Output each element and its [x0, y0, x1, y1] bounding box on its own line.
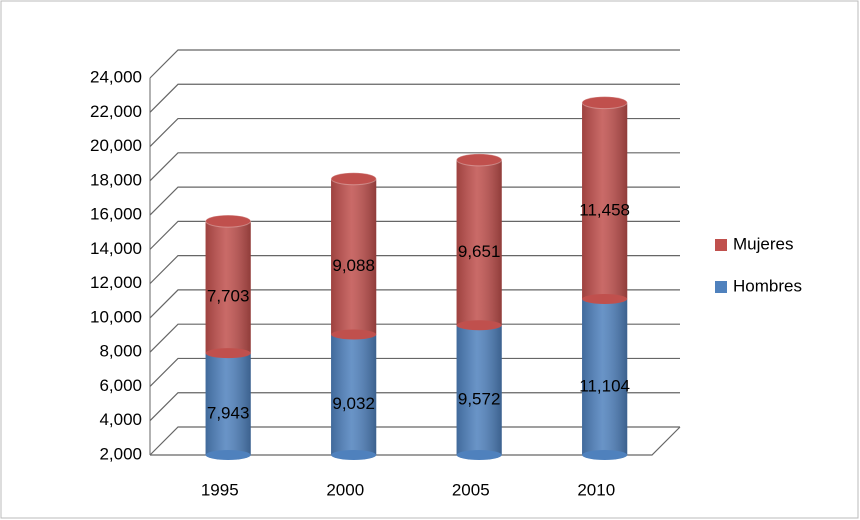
y-tick-label: 22,000	[90, 102, 142, 121]
bar-bottom-edge	[456, 320, 502, 331]
y-tick-label: 18,000	[90, 170, 142, 189]
y-tick-label: 14,000	[90, 239, 142, 258]
grid-line	[149, 220, 680, 250]
bar-bottom-edge	[331, 450, 377, 460]
grid-line	[149, 83, 680, 113]
bar-shade	[331, 334, 377, 455]
bar-shade	[582, 298, 628, 455]
y-tick-label: 20,000	[90, 136, 142, 155]
legend-label: Mujeres	[733, 234, 793, 253]
value-label: 9,651	[458, 242, 501, 261]
bar-cap	[581, 96, 628, 110]
bar-shade	[205, 353, 251, 455]
y-tick-label: 12,000	[90, 273, 142, 292]
grid-line	[149, 392, 680, 422]
y-tick-label: 16,000	[90, 205, 142, 224]
y-tick-label: 4,000	[99, 410, 142, 429]
grid-line	[149, 357, 680, 387]
y-tick-label: 24,000	[90, 67, 142, 86]
value-label: 11,104	[579, 376, 630, 395]
grid-line	[149, 323, 680, 353]
x-tick-label: 2000	[326, 480, 364, 499]
bar-cap	[456, 153, 503, 167]
value-label: 7,943	[207, 404, 250, 423]
bar-bottom-edge	[205, 348, 251, 359]
bar-cap	[205, 214, 252, 228]
y-tick-label: 10,000	[90, 307, 142, 326]
y-tick-label: 8,000	[99, 342, 142, 361]
grid-line	[149, 186, 680, 216]
grid-line	[149, 426, 680, 456]
x-tick-label: 1995	[201, 480, 239, 499]
bar-bottom-edge	[456, 450, 502, 460]
x-tick-label: 2010	[577, 480, 615, 499]
x-tick-label: 2005	[452, 480, 490, 499]
bar-bottom-edge	[205, 450, 251, 460]
bar-shade	[456, 159, 502, 326]
legend-swatch	[715, 239, 727, 251]
y-tick-label: 6,000	[99, 376, 142, 395]
floor	[150, 426, 681, 456]
grid-line	[149, 255, 680, 285]
value-label: 7,703	[207, 287, 250, 306]
bar-shade	[205, 221, 251, 354]
legend-label: Hombres	[733, 276, 802, 295]
value-label: 9,088	[332, 256, 375, 275]
bar-shade	[582, 102, 628, 299]
value-label: 9,032	[332, 394, 375, 413]
grid-line	[149, 117, 680, 147]
grid-line	[149, 289, 680, 319]
value-label: 9,572	[458, 390, 501, 409]
value-label: 11,458	[579, 200, 630, 219]
bar-bottom-edge	[582, 450, 628, 460]
bar-cap	[330, 172, 377, 186]
grid-line	[149, 49, 680, 79]
bar-bottom-edge	[331, 329, 377, 340]
legend-swatch	[715, 281, 727, 293]
bar-shade	[456, 325, 502, 455]
bar-shade	[331, 178, 377, 335]
bar-bottom-edge	[582, 293, 628, 304]
y-tick-label: 2,000	[99, 444, 142, 463]
grid-line	[149, 152, 680, 182]
